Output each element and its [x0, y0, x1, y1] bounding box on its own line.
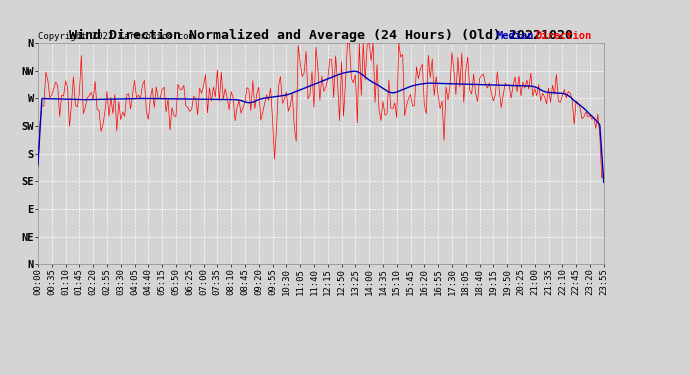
- Text: Copyright 2022 Cartronics.com: Copyright 2022 Cartronics.com: [38, 32, 194, 41]
- Text: Direction: Direction: [535, 32, 591, 41]
- Title: Wind Direction Normalized and Average (24 Hours) (Old) 20221020: Wind Direction Normalized and Average (2…: [69, 29, 573, 42]
- Text: Median: Median: [497, 32, 534, 41]
